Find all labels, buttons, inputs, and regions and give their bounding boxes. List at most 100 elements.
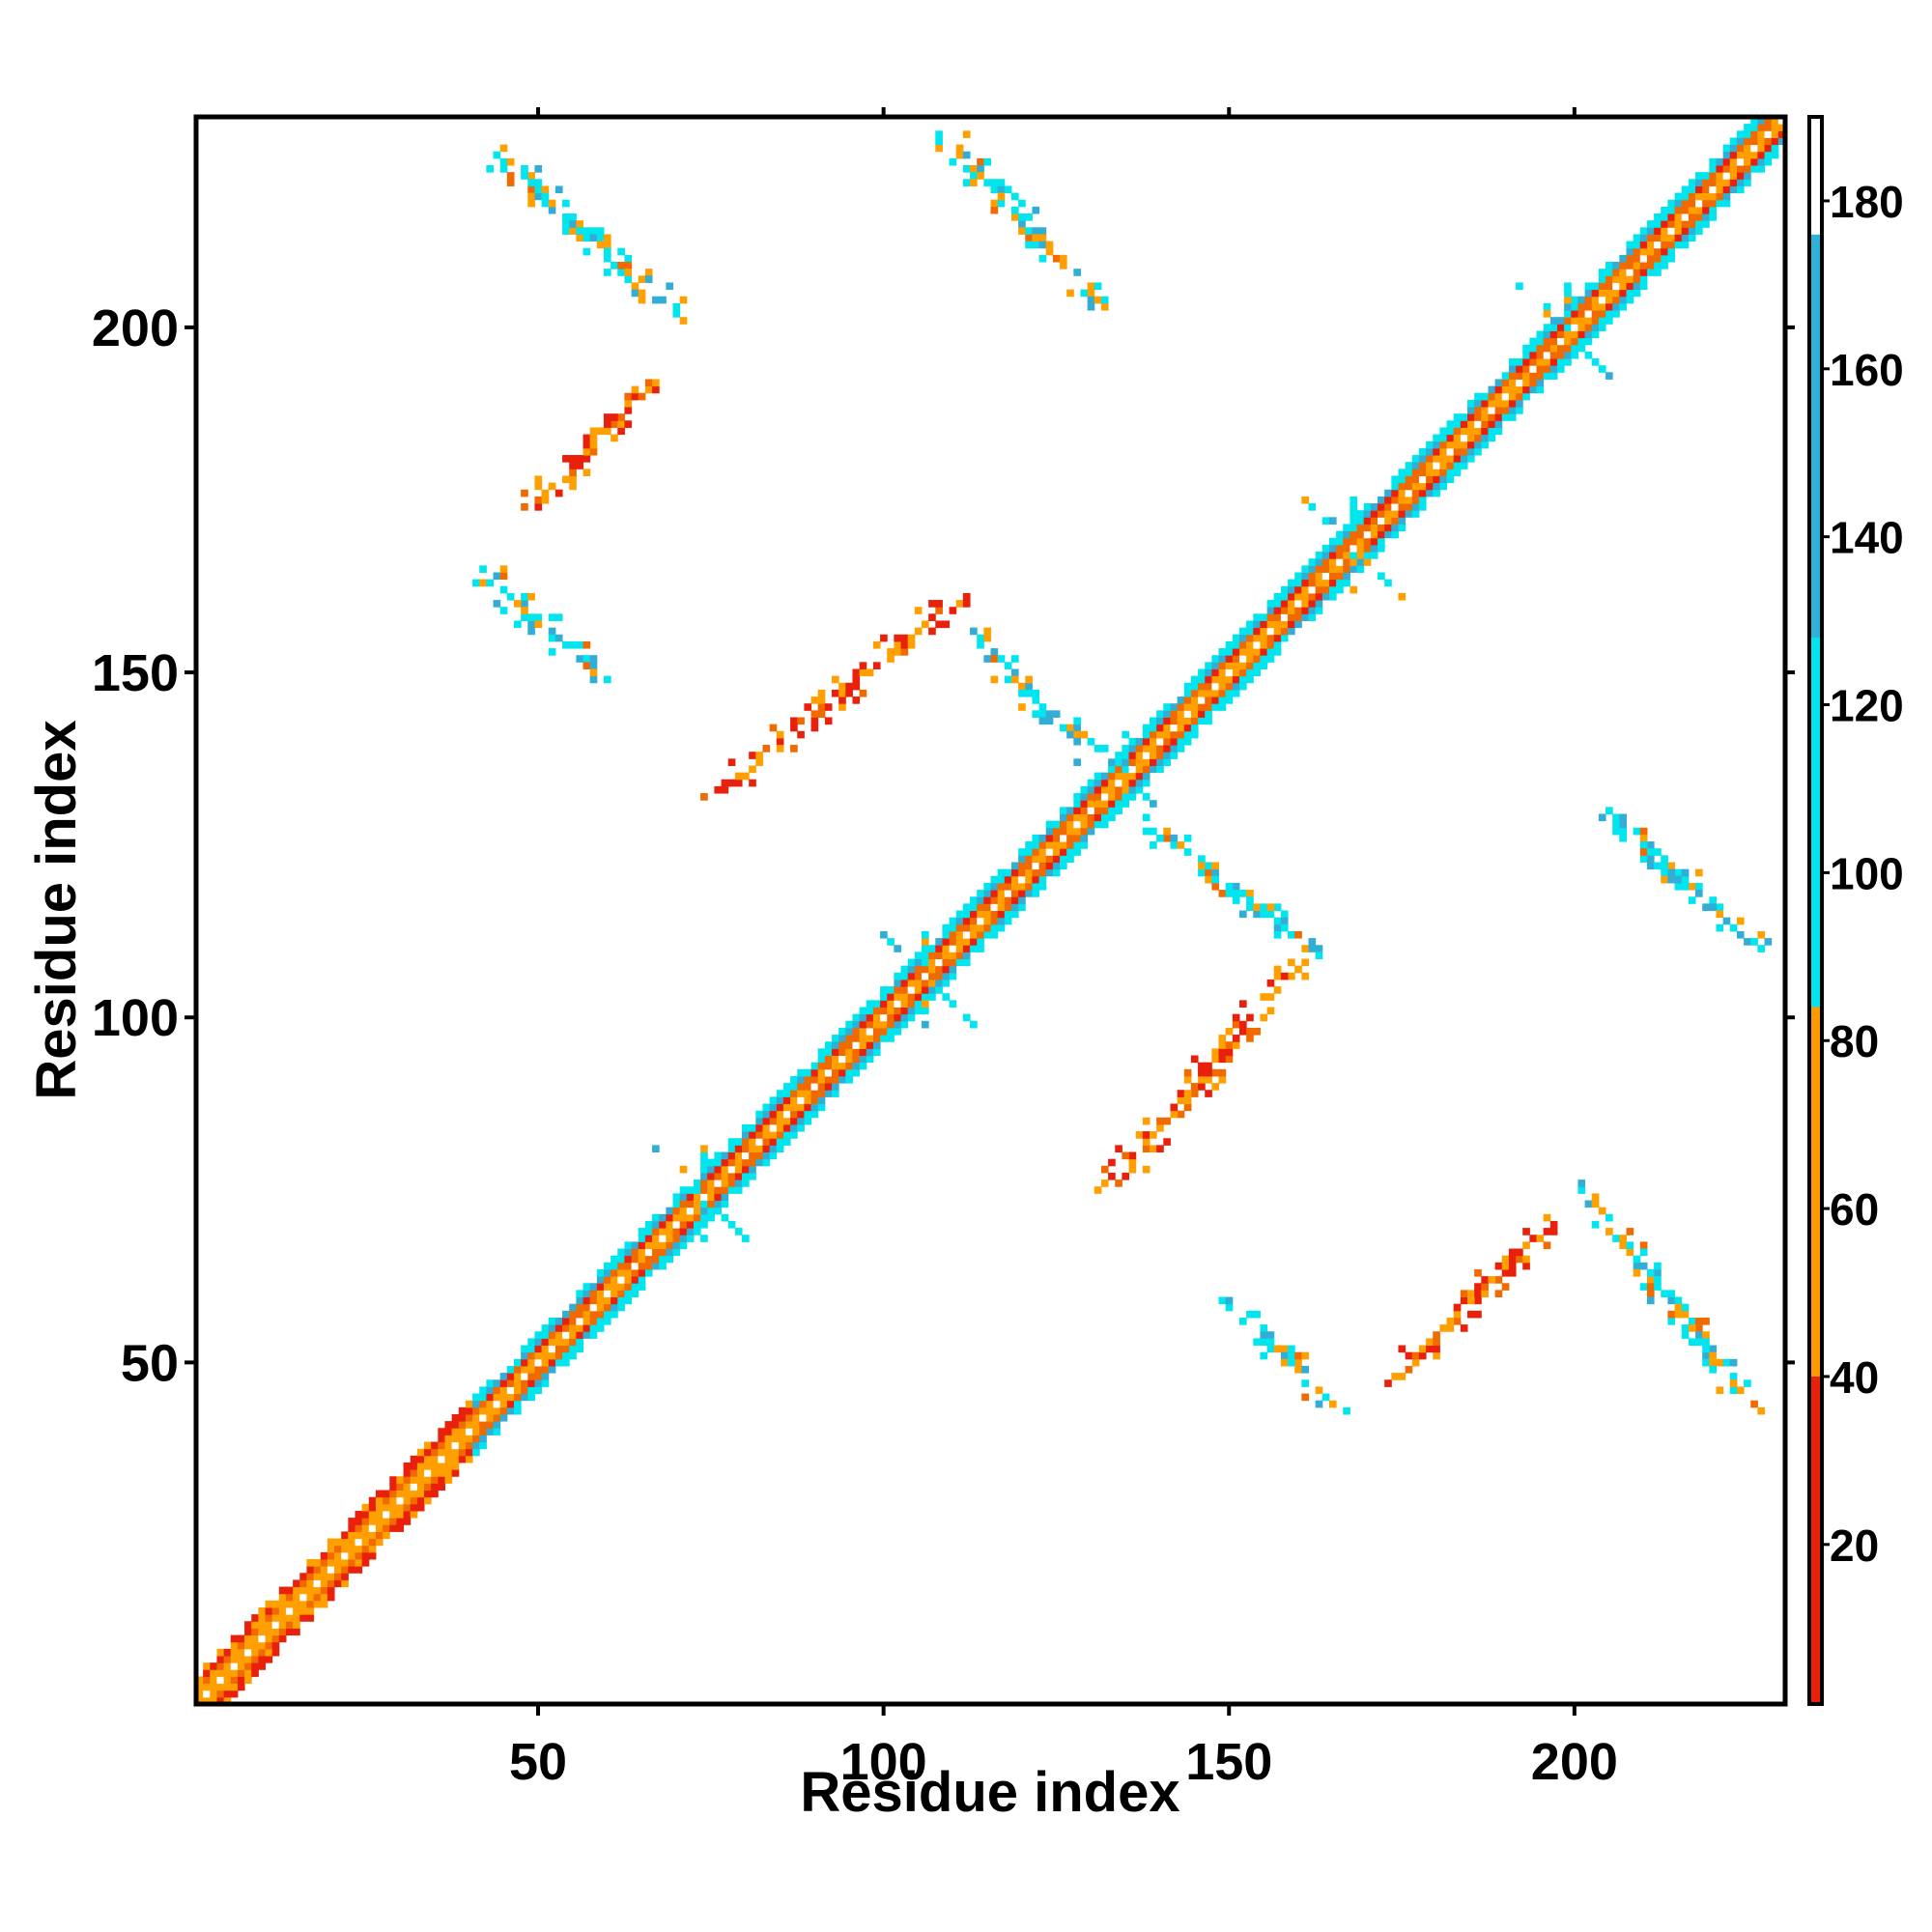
heatmap-cell	[900, 648, 909, 656]
heatmap-cell	[1688, 1317, 1696, 1325]
heatmap-cell	[1384, 1379, 1392, 1387]
heatmap-cell	[1605, 282, 1613, 291]
heatmap-cell	[1681, 868, 1690, 877]
heatmap-cell	[1543, 302, 1551, 311]
heatmap-cell	[1370, 510, 1378, 518]
heatmap-cell	[341, 1538, 349, 1547]
heatmap-cell	[424, 1462, 432, 1470]
heatmap-cell	[714, 1207, 723, 1215]
heatmap-cell	[790, 1131, 798, 1139]
heatmap-cell	[611, 1255, 618, 1264]
heatmap-cell	[1384, 517, 1392, 525]
heatmap-cell	[1695, 1317, 1703, 1325]
heatmap-cell	[438, 1455, 445, 1463]
heatmap-cell	[576, 1310, 584, 1319]
heatmap-cell	[541, 1358, 550, 1367]
heatmap-cell	[603, 269, 611, 276]
heatmap-cell	[1308, 945, 1317, 952]
heatmap-cell	[1238, 627, 1247, 636]
heatmap-cell	[251, 1662, 259, 1670]
heatmap-cell	[1356, 530, 1365, 539]
heatmap-cell	[1260, 903, 1268, 911]
heatmap-cell	[652, 1241, 660, 1250]
heatmap-cell	[1619, 282, 1627, 291]
heatmap-cell	[1508, 399, 1517, 408]
heatmap-cell	[734, 1138, 743, 1146]
heatmap-cell	[1639, 241, 1648, 249]
heatmap-cell	[1060, 807, 1067, 814]
heatmap-cell	[368, 1545, 377, 1553]
heatmap-cell	[431, 1476, 439, 1484]
heatmap-cell	[1646, 862, 1655, 870]
heatmap-cell	[278, 1586, 287, 1595]
heatmap-cell	[990, 903, 999, 911]
heatmap-cell	[1654, 1268, 1662, 1277]
heatmap-cell	[1722, 185, 1731, 194]
heatmap-cell	[1080, 827, 1089, 836]
heatmap-cell	[824, 717, 833, 725]
heatmap-cell	[1150, 717, 1157, 725]
heatmap-cell	[1100, 296, 1109, 304]
heatmap-cell	[652, 1255, 660, 1264]
heatmap-cell	[1336, 558, 1344, 566]
heatmap-cell	[949, 930, 957, 939]
heatmap-cell	[582, 247, 591, 256]
heatmap-cell	[679, 1186, 688, 1194]
heatmap-cell	[278, 1600, 287, 1608]
heatmap-cell	[576, 1324, 584, 1332]
heatmap-cell	[1060, 813, 1067, 822]
heatmap-cell	[1695, 227, 1703, 235]
heatmap-cell	[1577, 330, 1586, 339]
heatmap-cell	[624, 1283, 633, 1291]
heatmap-cell	[832, 1090, 839, 1097]
heatmap-cell	[1702, 206, 1710, 214]
heatmap-cell	[1246, 668, 1254, 677]
heatmap-cell	[1150, 827, 1157, 836]
heatmap-cell	[1225, 682, 1234, 691]
heatmap-cell	[554, 613, 563, 621]
heatmap-cell	[562, 199, 570, 208]
heatmap-cell	[562, 213, 570, 221]
heatmap-cell	[396, 1483, 405, 1492]
heatmap-cell	[293, 1593, 300, 1602]
heatmap-cell	[721, 1200, 729, 1208]
heatmap-cell	[258, 1656, 267, 1663]
heatmap-cell	[1177, 730, 1185, 739]
heatmap-cell	[1771, 151, 1779, 159]
heatmap-cell	[1356, 552, 1365, 559]
heatmap-cell	[1156, 765, 1164, 774]
heatmap-cell	[1356, 558, 1365, 566]
heatmap-cell	[1716, 910, 1724, 919]
heatmap-cell	[389, 1483, 397, 1492]
heatmap-cell	[1571, 344, 1578, 353]
heatmap-cell	[506, 1386, 515, 1395]
heatmap-cell	[1474, 434, 1482, 442]
heatmap-cell	[1536, 344, 1545, 353]
heatmap-cell	[306, 1558, 315, 1567]
heatmap-cell	[1646, 269, 1655, 276]
heatmap-cell	[348, 1518, 355, 1525]
heatmap-cell	[907, 1000, 916, 1009]
heatmap-cell	[1654, 254, 1662, 263]
heatmap-cell	[1170, 737, 1179, 746]
heatmap-cell	[810, 696, 819, 704]
heatmap-cell	[1073, 717, 1081, 725]
heatmap-cell	[499, 572, 508, 581]
heatmap-cell	[1038, 855, 1047, 863]
heatmap-cell	[203, 1696, 211, 1705]
heatmap-cell	[1605, 302, 1613, 311]
heatmap-cell	[1522, 365, 1530, 373]
heatmap-cell	[638, 1241, 646, 1250]
heatmap-cell	[527, 192, 535, 201]
heatmap-cell	[1253, 634, 1261, 642]
heatmap-cell	[707, 1165, 715, 1174]
heatmap-cell	[230, 1656, 239, 1663]
heatmap-cell	[237, 1634, 245, 1643]
heatmap-cell	[1238, 1000, 1247, 1009]
heatmap-cell	[872, 1020, 881, 1029]
heatmap-cell	[638, 1276, 646, 1284]
heatmap-cell	[977, 896, 984, 904]
heatmap-cell	[1218, 1068, 1227, 1077]
heatmap-cell	[1343, 524, 1350, 532]
heatmap-cell	[742, 1138, 750, 1146]
